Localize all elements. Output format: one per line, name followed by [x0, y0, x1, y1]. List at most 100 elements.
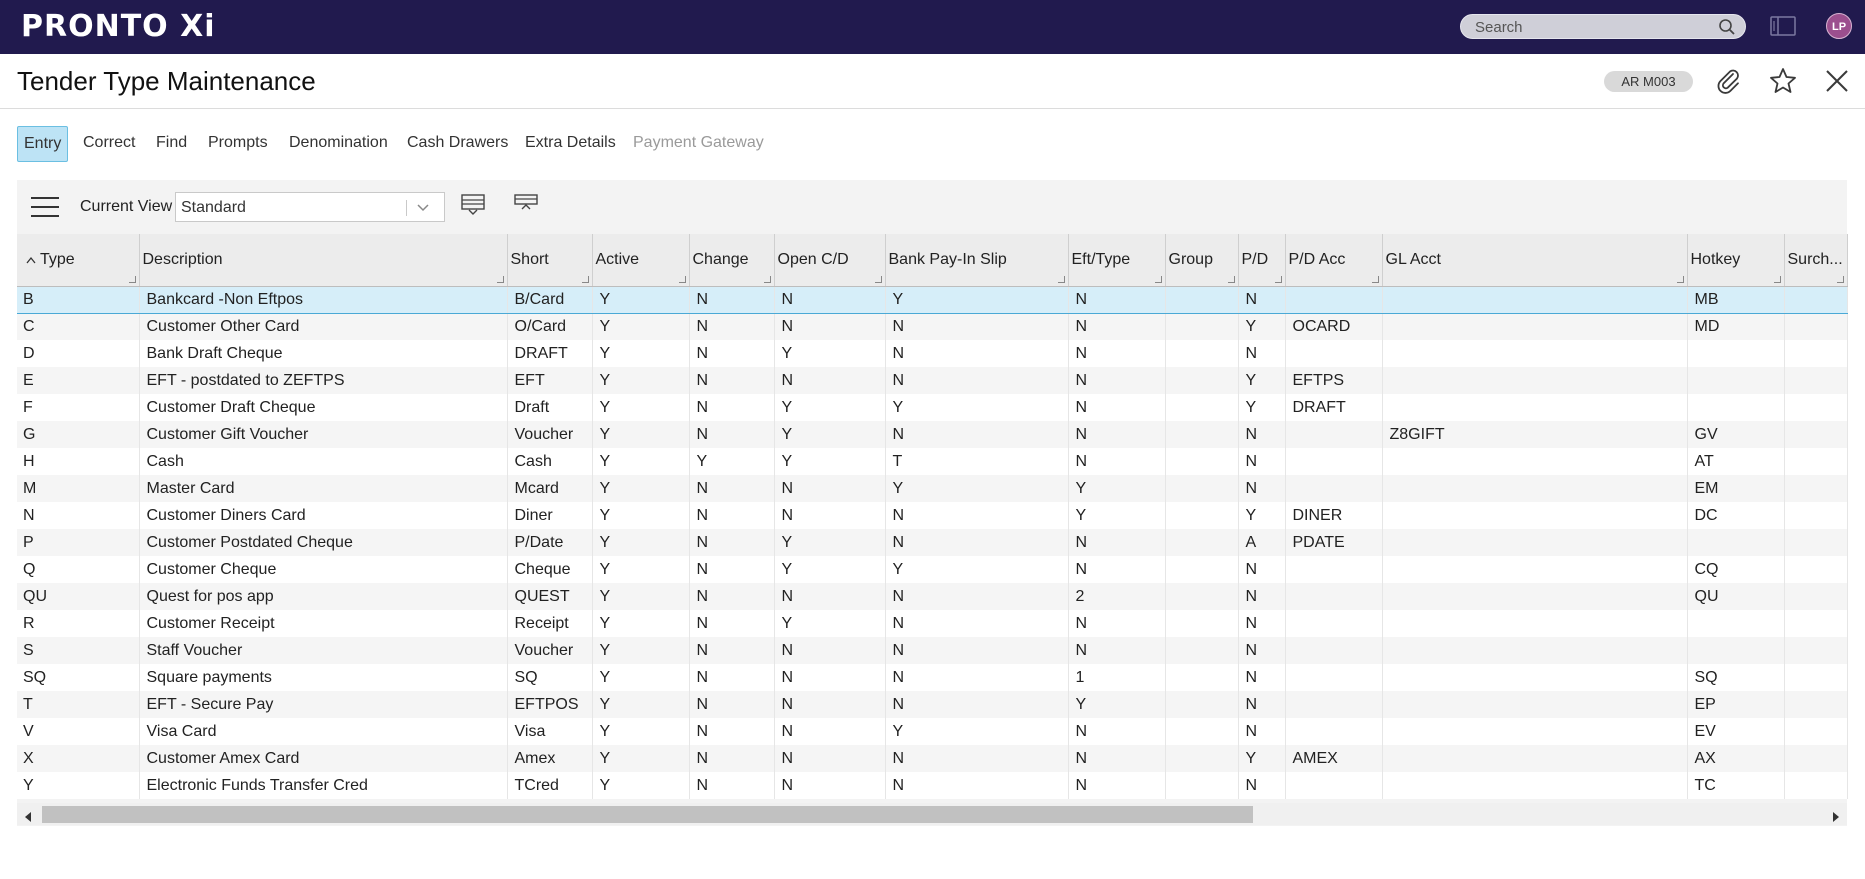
table-cell[interactable]: [1165, 556, 1239, 583]
table-cell[interactable]: Customer Other Card: [139, 313, 508, 340]
table-cell[interactable]: N: [1068, 772, 1166, 799]
table-cell[interactable]: N: [774, 745, 886, 772]
table-cell[interactable]: [1285, 340, 1383, 367]
table-cell[interactable]: EM: [1687, 475, 1785, 502]
table-cell[interactable]: Cash: [507, 448, 593, 475]
table-cell[interactable]: [1687, 340, 1785, 367]
table-cell[interactable]: [1382, 394, 1688, 421]
table-cell[interactable]: N: [1238, 637, 1286, 664]
table-cell[interactable]: P: [17, 529, 140, 556]
table-cell[interactable]: QU: [17, 583, 140, 610]
column-resize-handle[interactable]: [1227, 275, 1235, 283]
table-cell[interactable]: [1285, 664, 1383, 691]
table-cell[interactable]: N: [774, 285, 886, 314]
table-row[interactable]: Y Electronic Funds Transfer Cred TCred Y N N N…: [17, 772, 1848, 799]
table-cell[interactable]: N: [885, 421, 1069, 448]
table-row[interactable]: P Customer Postdated Cheque P/Date Y N Y N N A PD…: [17, 529, 1848, 556]
pronto-logo[interactable]: PRONTO Xi: [21, 9, 216, 44]
table-row[interactable]: R Customer Receipt Receipt Y N Y N N N: [17, 610, 1848, 637]
table-cell[interactable]: Y: [592, 583, 690, 610]
table-cell[interactable]: Y: [592, 421, 690, 448]
table-cell[interactable]: [1165, 340, 1239, 367]
table-cell[interactable]: Y: [592, 448, 690, 475]
table-cell[interactable]: [1784, 583, 1848, 610]
column-resize-handle[interactable]: [1057, 275, 1065, 283]
table-cell[interactable]: [1382, 529, 1688, 556]
table-cell[interactable]: [1165, 664, 1239, 691]
table-cell[interactable]: N: [1238, 772, 1286, 799]
table-cell[interactable]: Y: [592, 637, 690, 664]
table-cell[interactable]: DRAFT: [507, 340, 593, 367]
table-row[interactable]: N Customer Diners Card Diner Y N N N Y Y DINER DC: [17, 502, 1848, 529]
table-cell[interactable]: [1165, 448, 1239, 475]
table-cell[interactable]: [1382, 556, 1688, 583]
table-cell[interactable]: N: [774, 475, 886, 502]
table-row[interactable]: SQ Square payments SQ Y N N N 1 N SQ: [17, 664, 1848, 691]
table-cell[interactable]: [1382, 502, 1688, 529]
column-header[interactable]: Bank Pay-In Slip: [885, 234, 1069, 287]
table-cell[interactable]: [1382, 367, 1688, 394]
table-row[interactable]: E EFT - postdated to ZEFTPS EFT Y N N N N Y EFTPS: [17, 367, 1848, 394]
table-cell[interactable]: [1382, 745, 1688, 772]
table-cell[interactable]: N: [689, 394, 775, 421]
table-cell[interactable]: N: [689, 745, 775, 772]
table-cell[interactable]: Cash: [139, 448, 508, 475]
tab-correct[interactable]: Correct: [83, 134, 136, 151]
table-cell[interactable]: N: [774, 691, 886, 718]
table-cell[interactable]: Customer Diners Card: [139, 502, 508, 529]
table-cell[interactable]: Y: [885, 556, 1069, 583]
table-cell[interactable]: N: [689, 313, 775, 340]
table-cell[interactable]: [1382, 772, 1688, 799]
table-cell[interactable]: PDATE: [1285, 529, 1383, 556]
table-cell[interactable]: SQ: [507, 664, 593, 691]
table-cell[interactable]: Y: [592, 556, 690, 583]
table-cell[interactable]: [1165, 745, 1239, 772]
table-cell[interactable]: Staff Voucher: [139, 637, 508, 664]
table-cell[interactable]: N: [689, 583, 775, 610]
table-cell[interactable]: N: [774, 637, 886, 664]
table-cell[interactable]: Y: [1238, 745, 1286, 772]
table-cell[interactable]: B: [17, 285, 140, 314]
current-view-select[interactable]: Standard: [175, 192, 445, 222]
table-cell[interactable]: MB: [1687, 285, 1785, 314]
table-cell[interactable]: Y: [885, 285, 1069, 314]
table-cell[interactable]: N: [689, 664, 775, 691]
table-cell[interactable]: Y: [774, 421, 886, 448]
table-cell[interactable]: N: [774, 772, 886, 799]
table-cell[interactable]: AT: [1687, 448, 1785, 475]
table-cell[interactable]: [1687, 610, 1785, 637]
paperclip-icon[interactable]: [1714, 66, 1744, 101]
table-cell[interactable]: Y: [592, 745, 690, 772]
table-cell[interactable]: [1784, 367, 1848, 394]
table-cell[interactable]: N: [885, 313, 1069, 340]
table-cell[interactable]: Visa: [507, 718, 593, 745]
table-cell[interactable]: N: [885, 529, 1069, 556]
panel-icon[interactable]: [1770, 15, 1796, 42]
table-cell[interactable]: [1165, 637, 1239, 664]
table-cell[interactable]: N: [689, 610, 775, 637]
table-cell[interactable]: SQ: [17, 664, 140, 691]
collapse-rows-icon[interactable]: [513, 192, 539, 221]
table-cell[interactable]: G: [17, 421, 140, 448]
table-cell[interactable]: N: [1068, 718, 1166, 745]
table-cell[interactable]: [1285, 583, 1383, 610]
table-cell[interactable]: [1285, 610, 1383, 637]
table-cell[interactable]: N: [1068, 529, 1166, 556]
table-cell[interactable]: [1285, 637, 1383, 664]
table-cell[interactable]: AX: [1687, 745, 1785, 772]
table-cell[interactable]: [1784, 610, 1848, 637]
table-cell[interactable]: N: [689, 340, 775, 367]
search-input[interactable]: [1461, 15, 1727, 40]
star-icon[interactable]: [1768, 66, 1798, 101]
table-cell[interactable]: N: [774, 664, 886, 691]
table-cell[interactable]: [1382, 285, 1688, 314]
table-cell[interactable]: N: [689, 475, 775, 502]
hamburger-menu-icon[interactable]: [30, 195, 60, 224]
table-cell[interactable]: Y: [1238, 367, 1286, 394]
user-avatar[interactable]: LP: [1826, 13, 1852, 39]
table-cell[interactable]: DRAFT: [1285, 394, 1383, 421]
table-cell[interactable]: N: [689, 529, 775, 556]
table-cell[interactable]: [1784, 394, 1848, 421]
table-cell[interactable]: Draft: [507, 394, 593, 421]
table-cell[interactable]: N: [885, 691, 1069, 718]
